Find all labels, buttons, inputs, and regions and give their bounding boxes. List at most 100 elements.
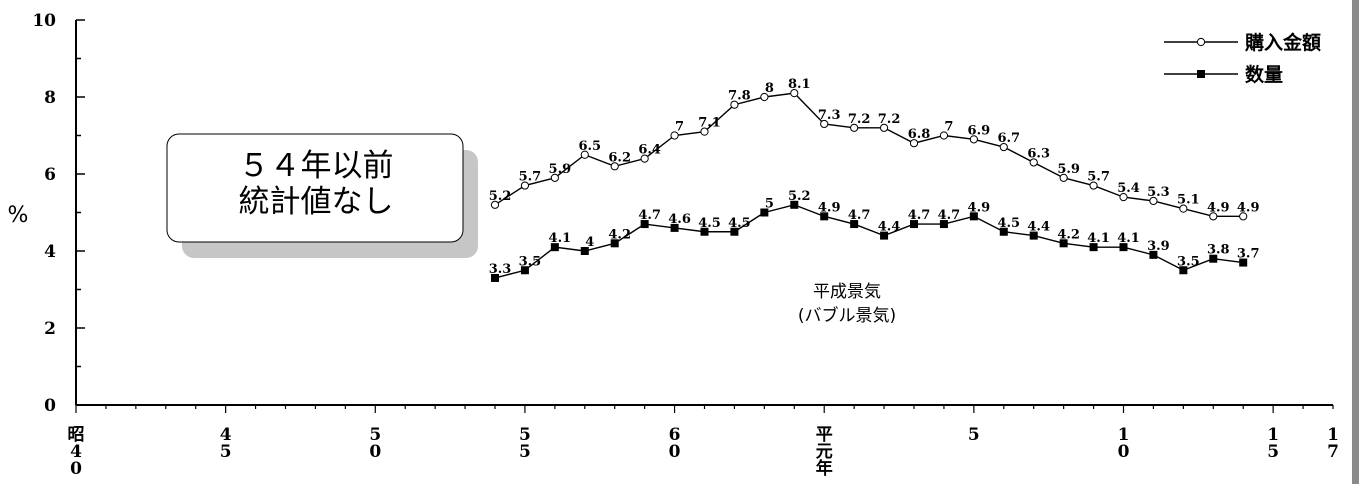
- data-point: [700, 227, 709, 236]
- box-text-line: ５４年以前: [239, 148, 394, 184]
- annotation-line: 平成景気: [813, 282, 881, 302]
- box-frame: [166, 133, 464, 243]
- data-label: 4.9: [1207, 200, 1230, 215]
- x-tick-char: 0: [1118, 442, 1130, 462]
- data-point: [640, 220, 649, 229]
- data-label: 5.9: [1057, 162, 1080, 177]
- data-point: [670, 131, 679, 140]
- data-point: [999, 142, 1008, 152]
- y-tick-label: 10: [32, 11, 56, 31]
- data-label: 4.5: [698, 216, 721, 231]
- x-tick-char: 5: [968, 425, 980, 445]
- legend-marker: [1197, 70, 1205, 78]
- x-tick-label: 10: [1118, 425, 1130, 462]
- x-tick-label: 平元年: [816, 425, 833, 479]
- data-point: [730, 100, 739, 109]
- data-label: 8.1: [788, 77, 811, 92]
- data-label: 5.3: [1147, 185, 1170, 200]
- data-point: [939, 131, 949, 140]
- data-label: 5.2: [788, 189, 811, 204]
- data-point: [730, 227, 739, 236]
- x-tick-char: 5: [220, 442, 232, 462]
- data-label: 6.7: [997, 131, 1020, 146]
- data-point: [880, 231, 889, 240]
- data-point: [1029, 231, 1038, 240]
- x-tick-char: 4: [220, 425, 232, 445]
- x-tick-char: 6: [669, 425, 681, 445]
- y-tick-label: 8: [44, 88, 56, 108]
- y-tick-label: 2: [44, 319, 56, 339]
- series-amount: 5.2 5.7 5.9 6.5 6.2 6.4 7 7.1 7.8 8 8.1 7.3 7.2 7.2 6.…: [489, 77, 1260, 221]
- x-tick-char: 0: [70, 459, 82, 479]
- data-point: [610, 162, 619, 171]
- x-tick-char: 0: [669, 442, 681, 462]
- data-point: [1119, 243, 1128, 252]
- x-tick-char: 7: [1327, 442, 1339, 462]
- data-point: [1239, 258, 1248, 267]
- data-point: [1089, 243, 1098, 252]
- x-tick-char: 5: [369, 425, 381, 445]
- x-tick-label: 45: [220, 425, 232, 462]
- bubble-economy-note: 平成景気 (バブル景気): [798, 282, 896, 326]
- data-point: [760, 208, 769, 217]
- data-label: 4.1: [1117, 231, 1140, 246]
- data-point: [1059, 173, 1068, 182]
- data-point: [550, 243, 559, 252]
- data-label: 4.4: [878, 220, 901, 235]
- x-tick-label: 60: [669, 425, 681, 462]
- x-tick-char: 元: [816, 442, 833, 462]
- data-point: [939, 220, 948, 229]
- x-tick-char: 5: [519, 425, 531, 445]
- data-point: [1119, 193, 1128, 202]
- x-tick-char: 4: [70, 442, 82, 462]
- data-point: [1149, 250, 1158, 259]
- data-label: 4.7: [638, 208, 661, 223]
- data-label: 6.9: [968, 123, 991, 138]
- data-label: 4.7: [908, 208, 931, 223]
- data-label: 4.4: [1027, 220, 1050, 235]
- data-label: 5: [765, 197, 774, 212]
- data-label: 4.9: [1237, 200, 1260, 215]
- data-point: [999, 227, 1008, 236]
- data-label: 3.5: [519, 254, 542, 269]
- data-label: 7.1: [698, 116, 721, 131]
- x-tick-char: 年: [816, 458, 833, 479]
- data-label: 7.3: [818, 108, 841, 123]
- x-tick-label: 17: [1327, 425, 1339, 462]
- series-quantity: 3.3 3.5 4.1 4 4.2 4.7 4.6 4.5 4.5 5 5.2 4.9 4.7 4.4 4.…: [489, 189, 1260, 282]
- window-edge-bar: [1352, 0, 1359, 484]
- data-label: 4.1: [1087, 231, 1110, 246]
- data-label: 4.9: [968, 200, 991, 215]
- data-point: [1209, 212, 1218, 221]
- x-tick-label: 55: [519, 425, 531, 462]
- box-text-line: 統計値なし: [239, 184, 394, 220]
- series-group: 5.2 5.7 5.9 6.5 6.2 6.4 7 7.1 7.8 8 8.1 7.3 7.2 7.2 6.…: [489, 77, 1260, 282]
- y-tick-label: 0: [44, 396, 56, 416]
- data-label: 4.5: [728, 216, 751, 231]
- data-label: 4.2: [1057, 227, 1080, 242]
- data-point: [520, 181, 530, 190]
- data-point: [879, 123, 889, 132]
- y-tick-label: 6: [44, 165, 56, 185]
- data-point: [820, 212, 829, 221]
- data-point: [580, 150, 589, 159]
- x-tick-char: 平: [816, 425, 833, 445]
- legend-label: 数量: [1245, 63, 1283, 86]
- data-label: 3.3: [489, 262, 512, 277]
- y-axis-label: %: [8, 203, 29, 228]
- data-point: [700, 127, 709, 136]
- annotation-line: (バブル景気): [798, 305, 896, 326]
- data-label: 6.4: [638, 143, 661, 158]
- data-label: 4.7: [848, 208, 871, 223]
- data-point: [1029, 158, 1038, 167]
- data-label: 7.2: [848, 112, 871, 127]
- x-tick-char: 0: [369, 442, 381, 462]
- x-tick-char: 1: [1327, 425, 1339, 445]
- x-tick-char: 1: [1118, 425, 1130, 445]
- data-point: [909, 139, 919, 148]
- legend-label: 購入金額: [1245, 31, 1321, 54]
